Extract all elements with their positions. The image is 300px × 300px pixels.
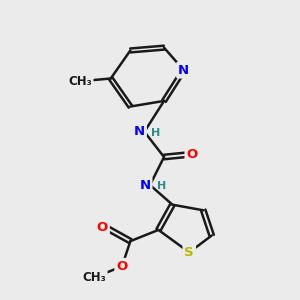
Text: O: O [116,260,128,273]
Text: H: H [157,182,166,191]
Text: H: H [152,128,161,138]
Text: N: N [134,125,145,138]
Text: O: O [186,148,198,161]
Text: N: N [140,178,151,192]
Text: S: S [184,246,194,259]
Text: CH₃: CH₃ [68,75,92,88]
Text: N: N [178,64,189,76]
Text: O: O [97,220,108,234]
Text: CH₃: CH₃ [82,271,106,284]
